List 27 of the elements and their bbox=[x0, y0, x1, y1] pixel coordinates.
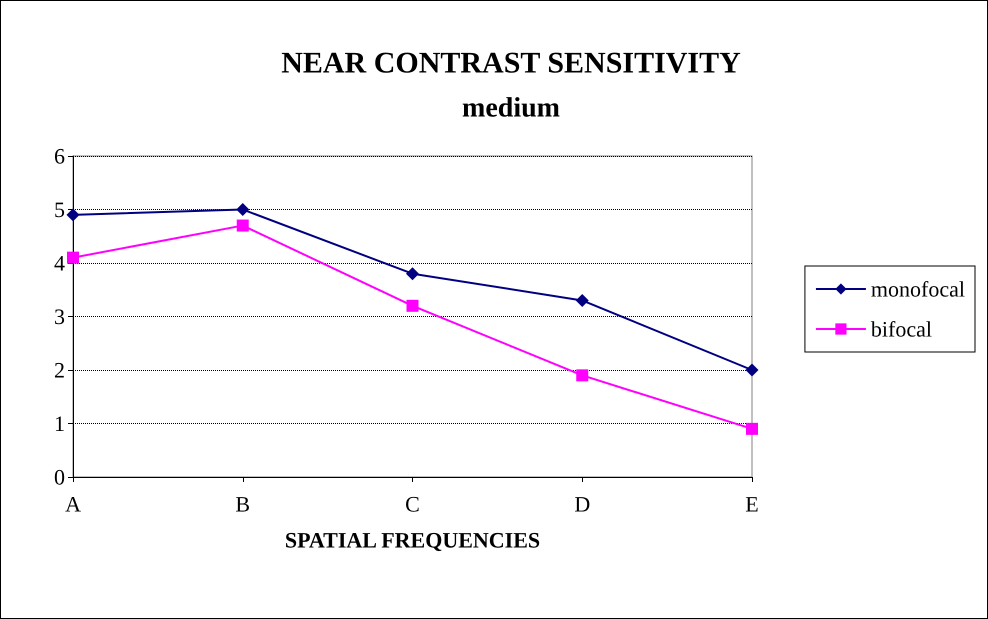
y-tick-label: 5 bbox=[54, 197, 65, 222]
point bbox=[236, 203, 250, 216]
point bbox=[576, 369, 588, 382]
y-tick-label: 1 bbox=[54, 411, 65, 436]
y-tick-label: 6 bbox=[54, 144, 65, 168]
point bbox=[236, 220, 249, 232]
chart-title: NEAR CONTRAST SENSITIVITY bbox=[281, 46, 742, 80]
y-tick-label: 0 bbox=[54, 464, 65, 490]
legend-label: bifocal bbox=[870, 316, 932, 342]
y-tick-label: 4 bbox=[54, 250, 65, 276]
point bbox=[67, 252, 79, 264]
y-tick-label: 2 bbox=[54, 358, 65, 382]
point bbox=[746, 422, 758, 435]
point bbox=[406, 300, 418, 312]
x-tick-label: B bbox=[235, 492, 250, 516]
x-tick-label: C bbox=[405, 492, 420, 516]
legend-label: monofocal bbox=[870, 276, 966, 302]
point bbox=[66, 208, 80, 222]
point bbox=[406, 267, 419, 280]
point bbox=[576, 294, 589, 307]
y-tick-label: 3 bbox=[54, 304, 65, 329]
x-tick-label: E bbox=[745, 492, 759, 516]
x-axis-title: SPATIAL FREQUENCIES bbox=[284, 528, 540, 552]
x-tick-label: D bbox=[574, 492, 590, 516]
chart-subtitle: medium bbox=[462, 92, 560, 124]
point bbox=[746, 364, 758, 376]
x-tick-label: A bbox=[65, 492, 82, 516]
